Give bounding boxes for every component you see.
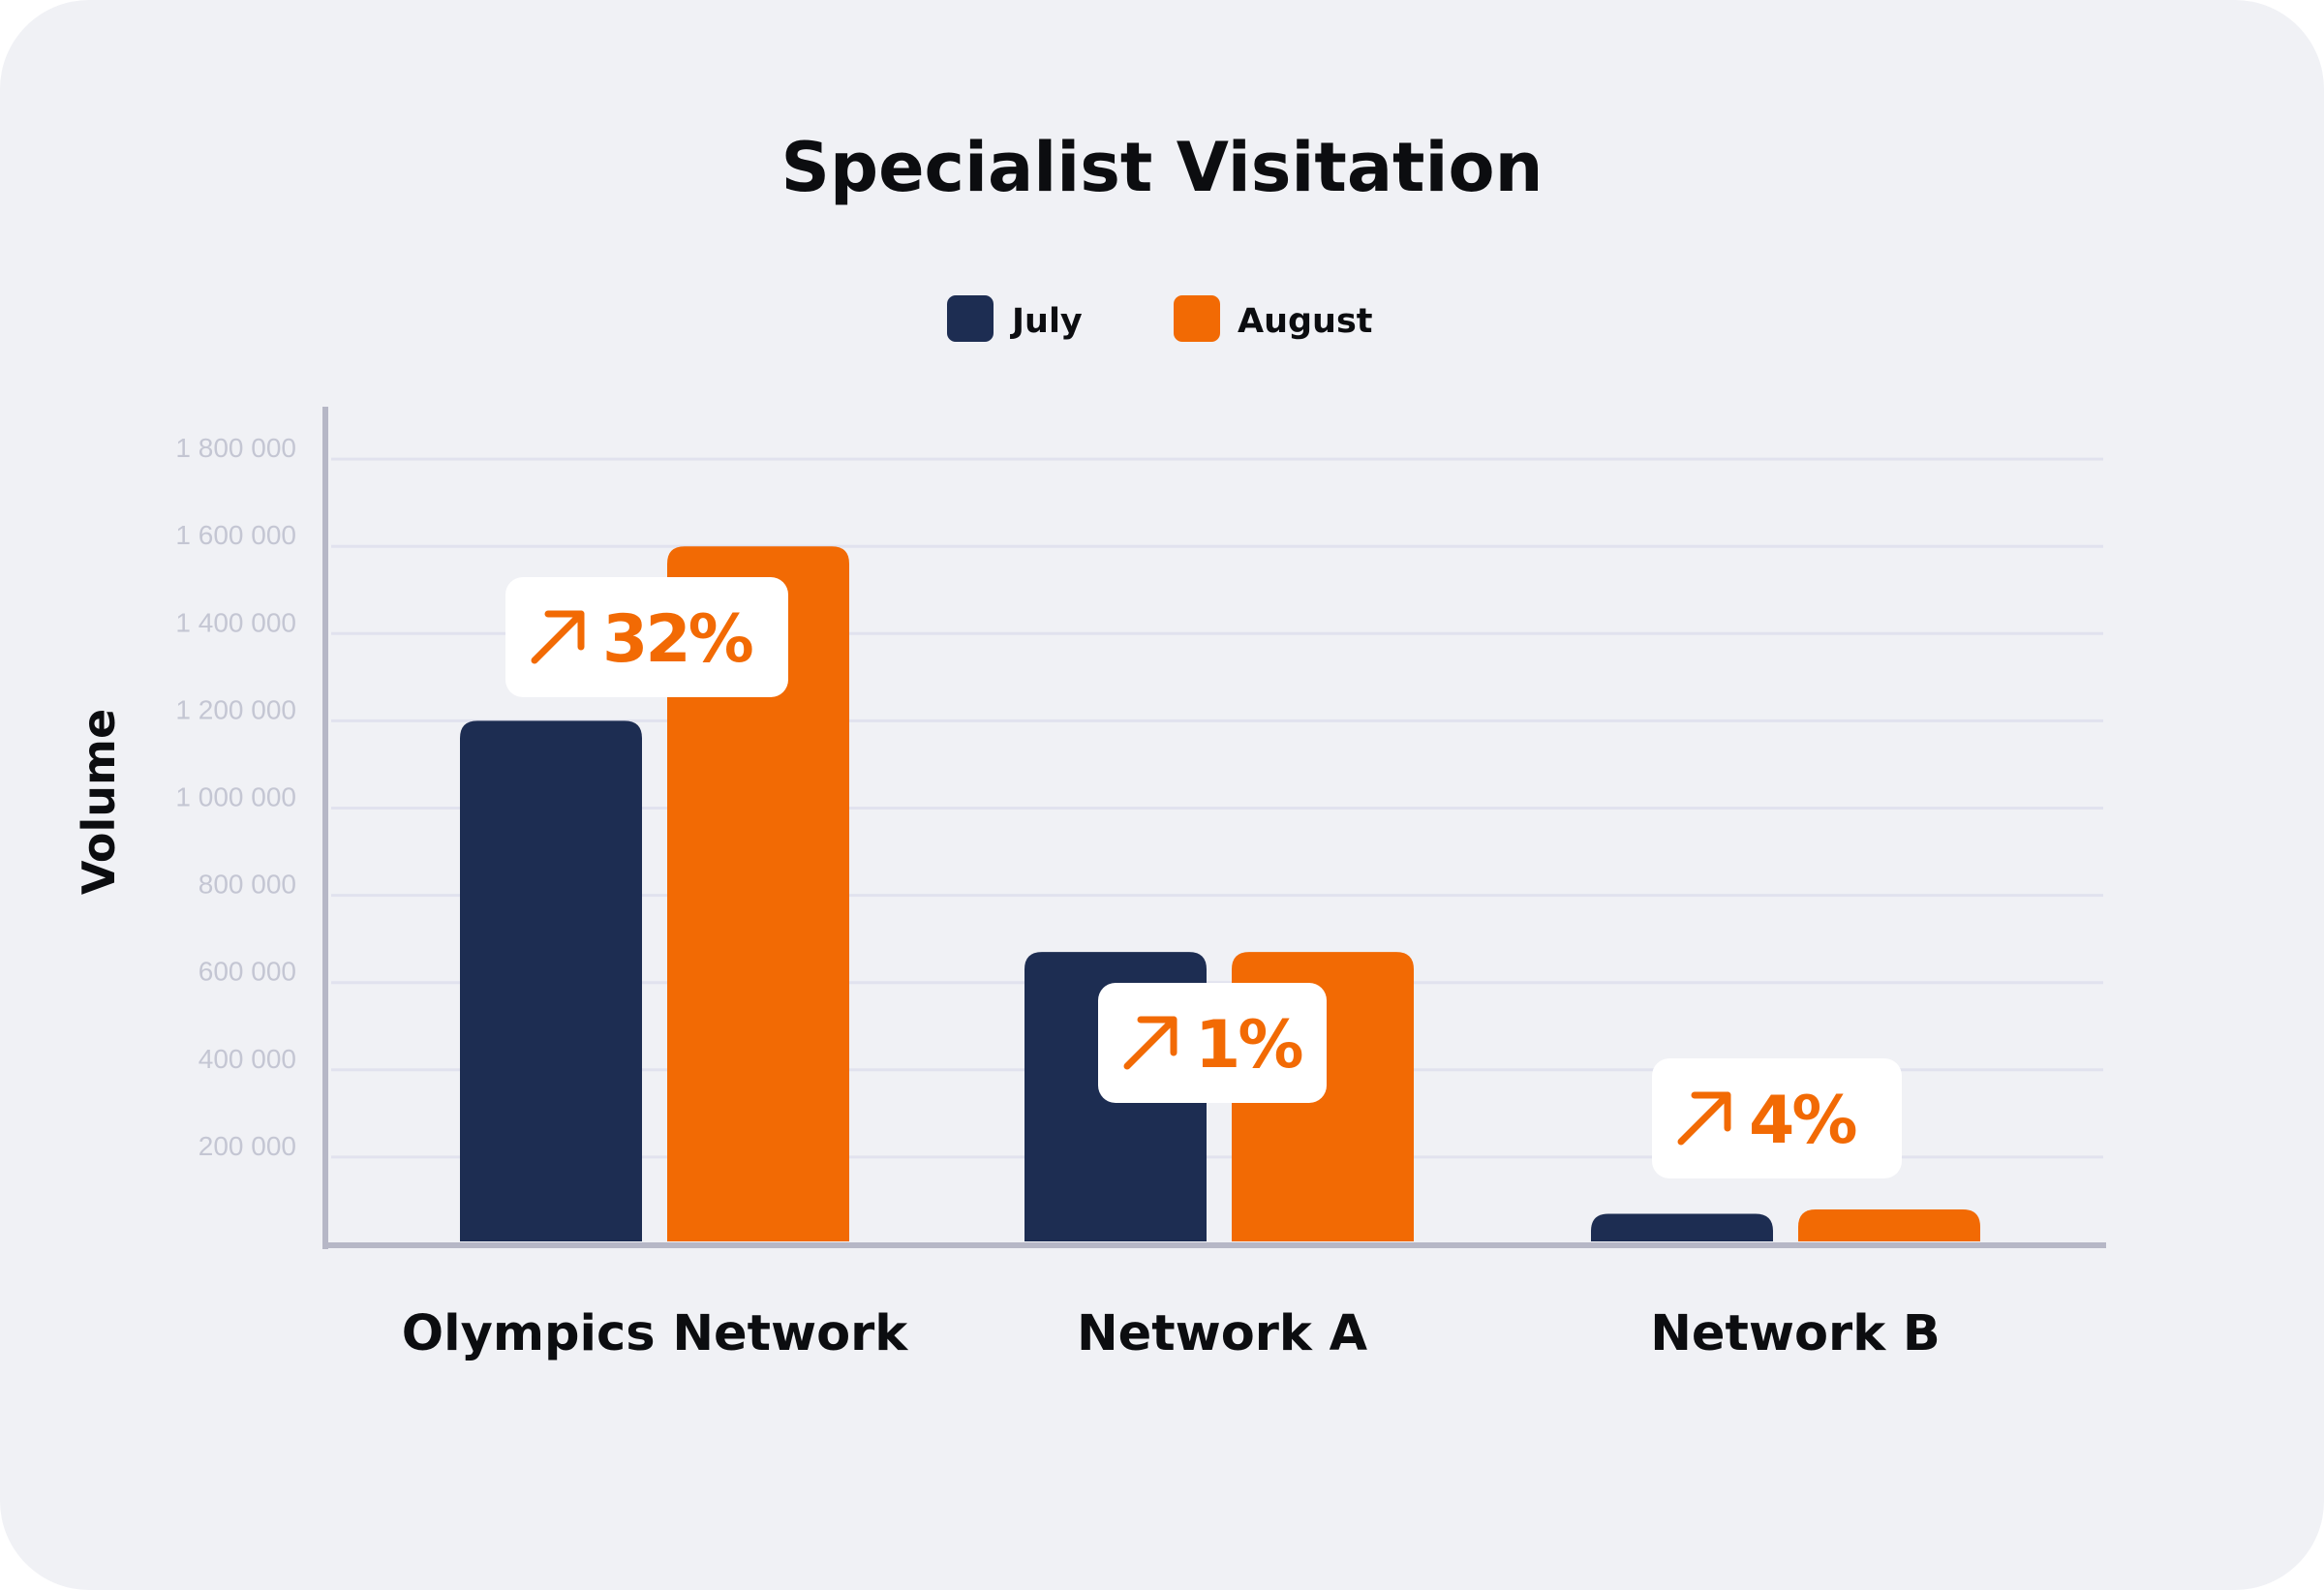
y-tick-label: 400 000 [199, 1044, 296, 1074]
y-tick-label: 1 400 000 [175, 607, 296, 637]
y-tick-label: 1 000 000 [175, 782, 296, 812]
legend-label-august: August [1238, 302, 1373, 341]
y-tick-label: 1 600 000 [175, 520, 296, 550]
y-axis-label: Volume [73, 709, 125, 895]
change-percent: 32% [602, 601, 752, 678]
y-tick-label: 800 000 [199, 870, 296, 900]
change-percent: 4% [1749, 1083, 1855, 1159]
axes [322, 407, 2106, 1249]
legend-swatch-july [947, 295, 994, 342]
arrow-up-right-icon [1123, 1016, 1177, 1070]
bar-august-1 [667, 546, 849, 1241]
chart-title: Specialist Visitation [781, 128, 1544, 207]
legend: July August [947, 295, 1373, 342]
y-tick-label: 1 200 000 [175, 694, 296, 724]
legend-label-july: July [1010, 302, 1083, 341]
change-badge-box [1652, 1058, 1902, 1178]
change-badge-box [505, 577, 788, 697]
change-badge: 4% [1652, 1058, 1902, 1178]
change-badge-box [1098, 983, 1327, 1103]
change-badges: 32% 1% 4% [505, 577, 1902, 1178]
x-category-label: Olympics Network [402, 1305, 909, 1362]
y-tick-label: 200 000 [199, 1131, 296, 1161]
y-tick-label: 1 800 000 [175, 433, 296, 463]
change-badge: 1% [1098, 983, 1327, 1103]
y-axis-ticks: 200 000 400 000 600 000 800 000 1 000 000 1 2… [175, 433, 296, 1161]
change-badge: 32% [505, 577, 788, 697]
x-category-label: Network A [1077, 1305, 1368, 1362]
bar-july-1 [460, 720, 642, 1241]
legend-swatch-august [1174, 295, 1220, 342]
x-category-label: Network B [1650, 1305, 1941, 1362]
bar-august-3 [1798, 1208, 1980, 1241]
arrow-up-right-icon [531, 610, 585, 664]
y-tick-label: 600 000 [199, 957, 296, 987]
arrow-up-right-icon [1677, 1091, 1731, 1146]
bar-july-3 [1591, 1213, 1773, 1241]
change-percent: 1% [1195, 1007, 1301, 1084]
x-axis-categories: Olympics Network Network A Network B [402, 1305, 1941, 1362]
